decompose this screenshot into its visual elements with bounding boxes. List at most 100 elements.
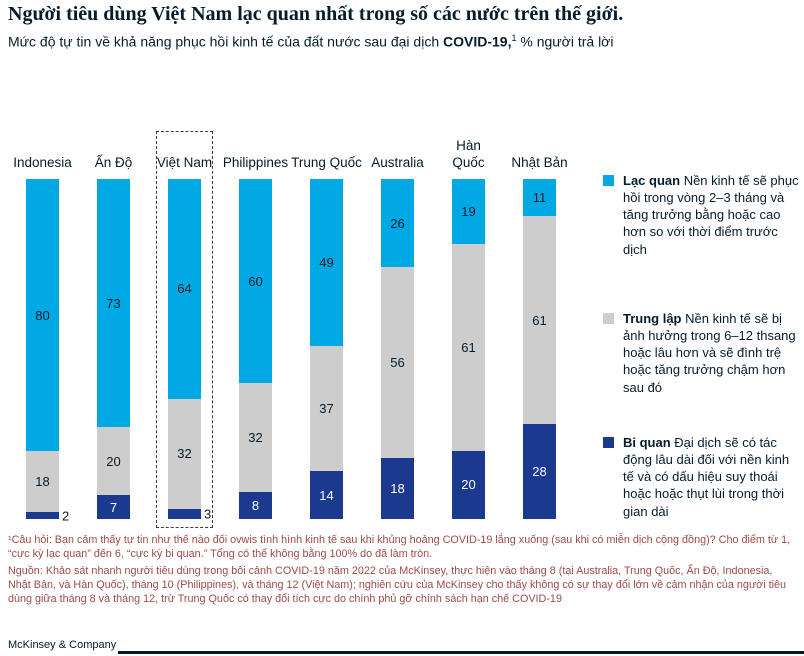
footnote-reference: 1 bbox=[511, 33, 517, 43]
segment-value: 3 bbox=[204, 506, 212, 522]
legend-swatch-bi-quan bbox=[603, 437, 614, 448]
segment-trung-lap: 37 bbox=[310, 345, 343, 472]
bar-column-australia: Australia 26 56 18 bbox=[362, 126, 433, 519]
segment-value: 20 bbox=[106, 453, 121, 469]
segment-bi-quan: 28 bbox=[523, 423, 556, 519]
category-label-trung-quoc: Trung Quốc bbox=[291, 155, 362, 171]
legend-description: Nền kinh tế sẽ phục hồi trong vòng 2–3 t… bbox=[623, 173, 799, 257]
legend-swatch-trung-lap bbox=[603, 313, 614, 324]
legend-label: Trung lập bbox=[623, 311, 682, 326]
segment-value: 28 bbox=[532, 463, 547, 479]
segment-bi-quan: 8 bbox=[239, 491, 272, 519]
bar-column-indonesia: Indonesia 80 18 2 bbox=[7, 126, 78, 523]
legend-text-trung-lap: Trung lập Nền kinh tế sẽ bị ảnh hưởng tr… bbox=[623, 310, 799, 396]
segment-value: 64 bbox=[177, 281, 192, 297]
legend-label: Lạc quan bbox=[623, 173, 681, 188]
segment-bi-quan: 20 bbox=[452, 450, 485, 519]
mckinsey-company-logo: McKinsey & Company bbox=[8, 639, 117, 651]
segment-trung-lap: 61 bbox=[523, 216, 556, 424]
footnotes: ¹Câu hỏi: Bạn cảm thấy tự tin như thế nà… bbox=[8, 533, 798, 609]
segment-lac-quan: 19 bbox=[452, 179, 485, 244]
segment-value: 56 bbox=[390, 355, 405, 371]
legend-swatch-lac-quan bbox=[603, 175, 614, 186]
bar-column-nhat-ban: Nhật Bản 11 61 28 bbox=[504, 126, 575, 519]
category-label-indonesia: Indonesia bbox=[13, 155, 72, 171]
segment-value: 37 bbox=[319, 400, 334, 416]
subtitle-covid-label: COVID-19, bbox=[443, 33, 512, 50]
segment-bi-quan: 18 bbox=[381, 457, 414, 519]
segment-value: 26 bbox=[390, 215, 405, 231]
stacked-bar-nhat-ban: 11 61 28 bbox=[523, 179, 556, 519]
legend-item-trung-lap: Trung lập Nền kinh tế sẽ bị ảnh hưởng tr… bbox=[603, 310, 799, 396]
stacked-bar-chart: Indonesia 80 18 2 Ấn Độ 73 20 7 Việt Nam 64 32 3 Phi… bbox=[7, 126, 575, 528]
segment-value: 18 bbox=[390, 480, 405, 496]
segment-trung-lap: 61 bbox=[452, 243, 485, 451]
segment-trung-lap: 32 bbox=[168, 398, 201, 509]
stacked-bar-philippines: 60 32 8 bbox=[239, 179, 272, 519]
segment-value: 2 bbox=[62, 508, 70, 524]
category-label-philippines: Philippines bbox=[222, 155, 289, 171]
page-title: Người tiêu dùng Việt Nam lạc quan nhất t… bbox=[8, 3, 624, 25]
segment-value: 32 bbox=[248, 429, 263, 445]
stacked-bar-han-quoc: 19 61 20 bbox=[452, 179, 485, 519]
segment-lac-quan: 80 bbox=[26, 179, 59, 451]
segment-bi-quan: 3 bbox=[168, 506, 211, 521]
segment-value: 73 bbox=[106, 295, 121, 311]
bar-column-philippines: Philippines 60 32 8 bbox=[220, 126, 291, 519]
category-label-an-o: Ấn Độ bbox=[94, 155, 133, 171]
bar-column-viet-nam: Việt Nam 64 32 3 bbox=[149, 126, 220, 528]
segment-lac-quan: 73 bbox=[97, 179, 130, 428]
segment-lac-quan: 11 bbox=[523, 179, 556, 217]
footer: McKinsey & Company bbox=[8, 636, 804, 656]
segment-value: 18 bbox=[35, 474, 50, 490]
category-label-viet-nam: Việt Nam bbox=[156, 155, 213, 171]
segment-value: 49 bbox=[319, 254, 334, 270]
segment-lac-quan: 26 bbox=[381, 179, 414, 268]
footnote-source: Nguồn: Khảo sát nhanh người tiêu dùng tr… bbox=[8, 565, 787, 606]
segment-trung-lap: 32 bbox=[239, 383, 272, 492]
subtitle-unit: % người trả lời bbox=[516, 33, 614, 50]
legend-text-bi-quan: Bi quan Đại dịch sẽ có tác động lâu dài … bbox=[623, 434, 799, 520]
subtitle-text: Mức độ tự tin về khả năng phục hồi kinh … bbox=[8, 33, 443, 50]
segment-bi-quan: 14 bbox=[310, 471, 343, 519]
segment-lac-quan: 64 bbox=[168, 179, 201, 399]
segment-value: 61 bbox=[532, 312, 547, 328]
category-label-han-quoc: Hàn Quốc bbox=[452, 138, 485, 171]
footer-rule bbox=[118, 651, 804, 654]
legend-item-bi-quan: Bi quan Đại dịch sẽ có tác động lâu dài … bbox=[603, 434, 799, 520]
segment-value: 7 bbox=[109, 499, 118, 515]
category-label-nhat-ban: Nhật Bản bbox=[511, 155, 568, 171]
legend-description: Đại dịch sẽ có tác động lâu dài đối với … bbox=[623, 435, 790, 519]
segment-value: 80 bbox=[35, 307, 50, 323]
segment-trung-lap: 56 bbox=[381, 267, 414, 458]
segment-lac-quan: 49 bbox=[310, 179, 343, 346]
stacked-bar-indonesia: 80 18 2 bbox=[26, 179, 69, 523]
segment-trung-lap: 18 bbox=[26, 451, 59, 513]
stacked-bar-trung-quoc: 49 37 14 bbox=[310, 179, 343, 519]
segment-value: 11 bbox=[532, 190, 547, 206]
segment-value: 19 bbox=[461, 203, 476, 219]
segment-bi-quan: 2 bbox=[26, 508, 69, 523]
footnote-question: ¹Câu hỏi: Bạn cảm thấy tự tin như thế nà… bbox=[8, 534, 791, 561]
bar-column-han-quoc: Hàn Quốc 19 61 20 bbox=[433, 126, 504, 519]
subtitle: Mức độ tự tin về khả năng phục hồi kinh … bbox=[8, 33, 796, 50]
segment-trung-lap: 20 bbox=[97, 427, 130, 496]
segment-value: 32 bbox=[177, 446, 192, 462]
category-label-australia: Australia bbox=[371, 155, 424, 171]
bar-column-trung-quoc: Trung Quốc 49 37 14 bbox=[291, 126, 362, 519]
segment-value: 61 bbox=[461, 339, 476, 355]
segment-bi-quan: 7 bbox=[97, 495, 130, 519]
stacked-bar-viet-nam: 64 32 3 bbox=[168, 179, 211, 521]
segment-lac-quan: 60 bbox=[239, 179, 272, 383]
segment-value: 8 bbox=[251, 497, 260, 513]
segment-value: 20 bbox=[461, 477, 476, 493]
legend-text-lac-quan: Lạc quan Nền kinh tế sẽ phục hồi trong v… bbox=[623, 172, 799, 258]
segment-value: 60 bbox=[248, 273, 263, 289]
bar-column-an-o: Ấn Độ 73 20 7 bbox=[78, 126, 149, 519]
stacked-bar-australia: 26 56 18 bbox=[381, 179, 414, 519]
legend-description: Nền kinh tế sẽ bị ảnh hưởng trong 6–12 t… bbox=[623, 311, 796, 395]
stacked-bar-an-o: 73 20 7 bbox=[97, 179, 130, 519]
legend-item-lac-quan: Lạc quan Nền kinh tế sẽ phục hồi trong v… bbox=[603, 172, 799, 258]
segment-value: 14 bbox=[319, 487, 334, 503]
